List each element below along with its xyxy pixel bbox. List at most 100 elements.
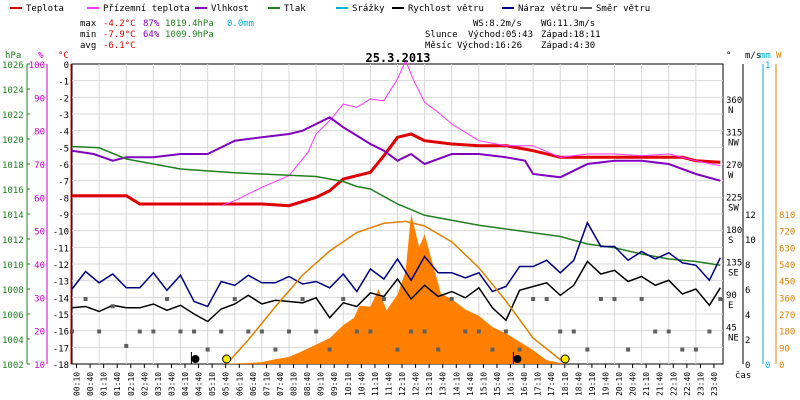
axis-celsius-tick: -15	[53, 311, 69, 321]
stat-min-hum: 64%	[143, 30, 160, 40]
stat-max-label: max	[80, 19, 97, 29]
axis-x-tick: 08:40	[303, 372, 312, 396]
sun-marker	[222, 354, 232, 364]
legend-label: Teplota	[26, 4, 64, 14]
wind-direction-point	[381, 297, 386, 301]
wind-direction-point	[653, 329, 658, 334]
axis-x-tick: 04:10	[181, 372, 190, 396]
axis-direction-cardinal: N	[728, 106, 733, 116]
axis-celsius-tick: -5	[58, 144, 69, 154]
wind-direction-point	[137, 329, 142, 334]
axis-celsius-tick: -6	[58, 161, 69, 171]
axis-x-tick: 10:10	[344, 372, 353, 396]
axis-solar-unit: W	[776, 51, 782, 61]
axis-x-tick: 15:40	[493, 372, 502, 396]
wind-direction-point	[558, 329, 563, 334]
axis-direction-tick: 315	[726, 129, 742, 139]
wind-direction-point	[354, 329, 359, 334]
axis-percent-tick: 30	[34, 294, 45, 304]
moon-marker	[191, 355, 200, 363]
axis-solar-tick: 180	[779, 328, 795, 338]
axis-rain-tick: 1	[765, 61, 770, 71]
axis-celsius-tick: -16	[53, 328, 69, 338]
axis-celsius-tick: -4	[58, 128, 69, 138]
axis-celsius-tick: -2	[58, 94, 69, 104]
wind-direction-point	[192, 329, 197, 334]
wind-direction-point	[205, 347, 210, 352]
axis-direction-cardinal: W	[728, 171, 734, 181]
axis-celsius-tick: 0	[64, 61, 69, 71]
wind-direction-point	[314, 329, 319, 334]
moon-marker	[513, 355, 522, 363]
axis-celsius-tick: -7	[58, 178, 69, 188]
axis-x-tick: 14:10	[452, 372, 461, 396]
axis-x-tick: 00:10	[73, 372, 82, 396]
axis-hpa-tick: 1012	[2, 236, 24, 246]
axis-x-tick: 17:10	[534, 372, 543, 396]
axis-percent-tick: 90	[34, 94, 45, 104]
axis-solar-tick: 630	[779, 244, 795, 254]
axis-x-tick: 11:40	[384, 372, 393, 396]
axis-celsius-tick: -3	[58, 111, 69, 121]
axis-direction-tick: 135	[726, 259, 742, 269]
wind-direction-point	[70, 329, 74, 334]
axis-x-tick: 05:10	[208, 372, 217, 396]
legend-label: Směr větru	[596, 4, 650, 14]
wind-direction-point	[504, 329, 508, 334]
wind-direction-point	[97, 329, 102, 334]
series-teplota	[72, 132, 721, 208]
stat-max-rain: 0.0mm	[227, 19, 254, 29]
wind-speed-max: WS:8.2m/s	[473, 19, 522, 29]
wind-direction-point	[463, 329, 468, 334]
axis-rain-tick: 0	[765, 361, 770, 371]
axis-celsius-tick: -14	[53, 294, 69, 304]
wind-direction-point	[612, 297, 617, 301]
series-tlak	[71, 145, 721, 267]
wind-direction-point	[341, 297, 346, 301]
wind-direction-point	[368, 329, 373, 334]
axis-direction-tick: 225	[726, 194, 742, 204]
series-prizemni-teplota	[221, 59, 721, 207]
axis-x-tick: 11:10	[371, 372, 380, 396]
x-axis-label: čas	[735, 370, 751, 381]
axis-hpa-tick: 1022	[2, 111, 24, 121]
axis-direction-tick: 45	[726, 324, 737, 334]
axis-x-tick: 14:40	[466, 372, 475, 396]
axis-wind-unit: m/s	[745, 51, 761, 61]
axis-direction-tick: 180	[726, 226, 742, 236]
sun-marker	[560, 354, 570, 364]
series-naraz-vetru	[71, 220, 721, 308]
wind-direction-point	[219, 329, 224, 334]
axis-x-tick: 04:40	[195, 372, 204, 396]
axis-direction-cardinal: E	[728, 301, 733, 311]
axis-hpa-tick: 1018	[2, 161, 24, 171]
axis-wind-tick: 0	[745, 361, 750, 371]
axis-x-tick: 23:10	[696, 372, 705, 396]
wind-direction-point	[680, 347, 685, 352]
axis-celsius-tick: -18	[53, 361, 69, 371]
axis-wind-tick: 6	[745, 286, 750, 296]
axis-x-tick: 06:10	[235, 372, 244, 396]
wind-direction-point	[544, 297, 549, 301]
sunset: Západ:18:11	[541, 30, 601, 40]
axis-solar-tick: 0	[779, 361, 784, 371]
axis-hpa-tick: 1014	[2, 211, 24, 221]
wind-direction-point	[693, 347, 698, 352]
axis-wind-tick: 8	[745, 261, 750, 271]
stat-min-temp: -7.9°C	[103, 30, 136, 40]
axis-x-tick: 21:10	[642, 372, 651, 396]
axis-x-tick: 18:40	[574, 372, 583, 396]
wind-direction-point	[232, 297, 237, 301]
axis-x-tick: 02:40	[140, 372, 149, 396]
axis-x-tick: 03:10	[154, 372, 163, 396]
axis-x-tick: 06:40	[249, 372, 258, 396]
wind-direction-point	[449, 297, 454, 301]
wind-direction-point	[718, 297, 723, 301]
axis-celsius-tick: -12	[53, 261, 69, 271]
axis-x-tick: 08:10	[290, 372, 299, 396]
axis-x-tick: 12:40	[412, 372, 421, 396]
axis-percent-tick: 10	[34, 361, 45, 371]
stat-min-label: min	[80, 30, 96, 40]
sun-label: Slunce	[425, 30, 458, 40]
axis-x-tick: 09:40	[330, 372, 339, 396]
